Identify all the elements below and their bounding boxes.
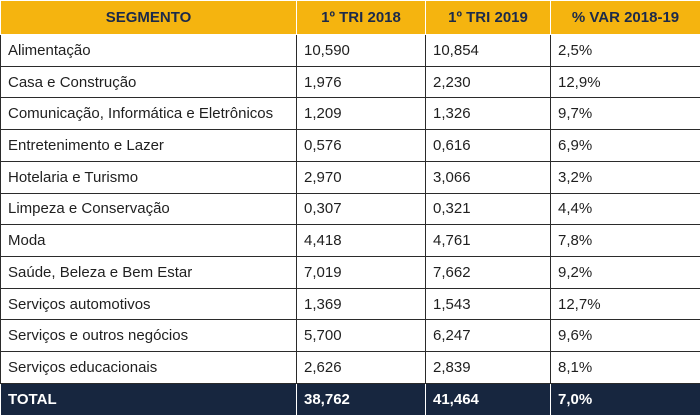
- value-2018: 1,976: [296, 65, 426, 99]
- segment-name: Serviços educacionais: [0, 351, 297, 384]
- value-2019: 1,543: [425, 287, 551, 321]
- value-2019: 2,839: [425, 351, 551, 384]
- table-row: Entretenimento e Lazer 0,576 0,616 6,9%: [0, 129, 700, 162]
- value-2018: 7,019: [296, 256, 426, 289]
- table-row: Hotelaria e Turismo 2,970 3,066 3,2%: [0, 160, 700, 194]
- segment-name: Entretenimento e Lazer: [0, 129, 297, 162]
- total-2019: 41,464: [425, 383, 551, 416]
- value-var: 3,2%: [550, 160, 700, 194]
- total-2018: 38,762: [296, 383, 426, 416]
- value-2019: 0,616: [425, 129, 551, 162]
- value-2019: 7,662: [425, 256, 551, 289]
- total-var: 7,0%: [550, 383, 700, 416]
- value-var: 8,1%: [550, 351, 700, 384]
- value-2018: 1,209: [296, 97, 426, 131]
- table-row: Comunicação, Informática e Eletrônicos 1…: [0, 97, 700, 131]
- table-row: Casa e Construção 1,976 2,230 12,9%: [0, 65, 700, 99]
- value-2018: 2,626: [296, 351, 426, 384]
- value-var: 9,7%: [550, 97, 700, 131]
- value-2019: 1,326: [425, 97, 551, 131]
- total-label: TOTAL: [0, 383, 297, 416]
- value-2018: 0,307: [296, 192, 426, 226]
- value-var: 12,9%: [550, 65, 700, 99]
- table-row: Serviços educacionais 2,626 2,839 8,1%: [0, 351, 700, 384]
- value-var: 9,6%: [550, 319, 700, 353]
- table-row: Moda 4,418 4,761 7,8%: [0, 224, 700, 258]
- value-2019: 4,761: [425, 224, 551, 258]
- table-row: Limpeza e Conservação 0,307 0,321 4,4%: [0, 192, 700, 226]
- header-1-tri-2018: 1º TRI 2018: [296, 0, 426, 35]
- segment-name: Saúde, Beleza e Bem Estar: [0, 256, 297, 289]
- table-row: Saúde, Beleza e Bem Estar 7,019 7,662 9,…: [0, 256, 700, 289]
- value-var: 9,2%: [550, 256, 700, 289]
- value-var: 4,4%: [550, 192, 700, 226]
- value-2019: 0,321: [425, 192, 551, 226]
- value-2018: 0,576: [296, 129, 426, 162]
- value-2018: 1,369: [296, 287, 426, 321]
- value-2019: 3,066: [425, 160, 551, 194]
- header-row: SEGMENTO 1º TRI 2018 1º TRI 2019 % VAR 2…: [0, 0, 700, 35]
- value-2018: 4,418: [296, 224, 426, 258]
- segment-name: Limpeza e Conservação: [0, 192, 297, 226]
- value-var: 7,8%: [550, 224, 700, 258]
- header-var-2018-19: % VAR 2018-19: [550, 0, 700, 35]
- value-2018: 2,970: [296, 160, 426, 194]
- table-row: Serviços automotivos 1,369 1,543 12,7%: [0, 287, 700, 321]
- segment-name: Moda: [0, 224, 297, 258]
- header-segmento: SEGMENTO: [0, 0, 297, 35]
- value-var: 2,5%: [550, 34, 700, 67]
- value-2019: 2,230: [425, 65, 551, 99]
- segment-name: Alimentação: [0, 34, 297, 67]
- table-row: Serviços e outros negócios 5,700 6,247 9…: [0, 319, 700, 353]
- table-row: Alimentação 10,590 10,854 2,5%: [0, 34, 700, 67]
- segment-name: Serviços e outros negócios: [0, 319, 297, 353]
- segment-name: Casa e Construção: [0, 65, 297, 99]
- segment-name: Comunicação, Informática e Eletrônicos: [0, 97, 297, 131]
- value-2019: 10,854: [425, 34, 551, 67]
- header-1-tri-2019: 1º TRI 2019: [425, 0, 551, 35]
- value-2018: 10,590: [296, 34, 426, 67]
- value-var: 6,9%: [550, 129, 700, 162]
- total-row: TOTAL 38,762 41,464 7,0%: [0, 383, 700, 416]
- value-var: 12,7%: [550, 287, 700, 321]
- segment-name: Hotelaria e Turismo: [0, 160, 297, 194]
- value-2018: 5,700: [296, 319, 426, 353]
- value-2019: 6,247: [425, 319, 551, 353]
- segment-name: Serviços automotivos: [0, 287, 297, 321]
